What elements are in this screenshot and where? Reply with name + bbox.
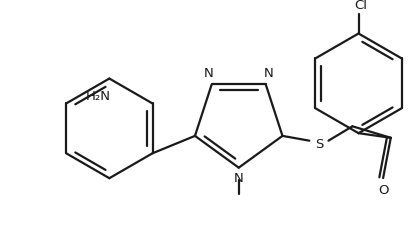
Text: N: N xyxy=(234,171,243,184)
Text: N: N xyxy=(204,67,214,80)
Text: H₂N: H₂N xyxy=(85,90,110,103)
Text: S: S xyxy=(315,137,323,150)
Text: N: N xyxy=(264,67,274,80)
Text: Cl: Cl xyxy=(354,0,367,12)
Text: O: O xyxy=(378,183,388,196)
